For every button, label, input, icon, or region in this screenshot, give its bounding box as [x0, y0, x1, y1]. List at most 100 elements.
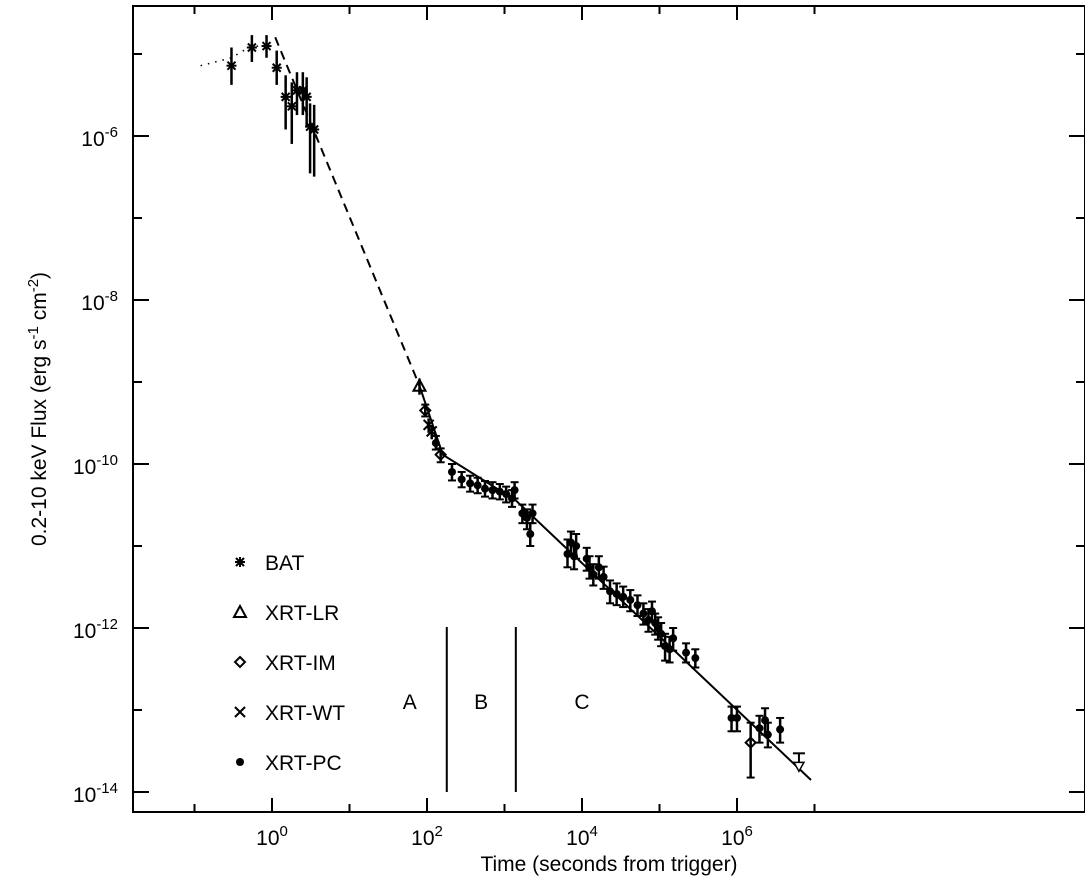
x-axis-label: Time (seconds from trigger) [480, 853, 737, 876]
marker-shape [599, 572, 608, 581]
axis-ticks [133, 6, 1085, 812]
legend-label-bat: BAT [265, 552, 304, 575]
marker-stroke [425, 425, 438, 438]
marker-stroke [422, 419, 435, 431]
marker-shape [639, 609, 648, 618]
regions-layer: A B C [403, 627, 590, 792]
marker-shape [502, 490, 511, 499]
marker-stroke [234, 706, 246, 718]
legend-label-xrt-lr: XRT-LR [265, 602, 339, 625]
marker-shape [526, 530, 535, 539]
marker-shape [744, 736, 758, 750]
axis-tick-labels: 100 102 104 106 10-6 10-8 10-10 10-12 10-14 [73, 124, 753, 850]
plot-frame [132, 5, 1085, 813]
legend-label-xrt-wt: XRT-WT [265, 702, 345, 725]
marker-shape [447, 467, 456, 476]
data-point-xrt-pc [585, 563, 594, 572]
data-point-xrt-pc [599, 572, 608, 581]
data-point-xrt-pc [606, 587, 615, 596]
legend-marker-xrt-wt [234, 706, 246, 718]
marker-shape [594, 563, 603, 572]
marker-stroke [271, 63, 282, 73]
legend-marker-bat [235, 557, 245, 567]
data-point-xrt-pc [669, 634, 678, 643]
data-point-xrt-im [418, 404, 432, 417]
data-point-xrt-pc [522, 513, 531, 522]
data-point-xrt-pc [594, 563, 603, 572]
marker-shape [510, 486, 519, 495]
x-tick-label: 100 [256, 823, 288, 850]
region-label: C [574, 691, 589, 714]
data-point-xrt-pc [763, 730, 772, 739]
data-point-xrt-pc [495, 487, 504, 496]
marker-shape [727, 713, 736, 722]
data-point-xrt-pc [488, 486, 497, 495]
data-point-xrt-pc [626, 595, 635, 604]
marker-shape [669, 634, 678, 643]
marker-shape [589, 570, 598, 579]
data-point-upper-limit [792, 752, 806, 773]
marker-stroke [280, 92, 291, 102]
data-point-xrt-pc [510, 486, 519, 495]
legend: BAT XRT-LR XRT-IM XRT-WT XRT-PC [232, 552, 345, 775]
x-tick-label: 102 [411, 823, 443, 850]
marker-shape [626, 595, 635, 604]
marker-shape [457, 475, 466, 484]
legend-label-xrt-pc: XRT-PC [265, 752, 342, 775]
marker-stroke [235, 557, 245, 567]
marker-shape [418, 404, 432, 417]
legend-marker-xrt-lr [232, 603, 248, 618]
data-point-bat [246, 42, 257, 53]
marker-shape [755, 724, 764, 733]
y-tick-label: 10-8 [81, 288, 118, 315]
marker-shape [763, 730, 772, 739]
data-point-xrt-pc [466, 479, 475, 488]
x-tick-label: 106 [721, 823, 753, 850]
y-tick-label: 10-14 [73, 780, 118, 807]
data-point-bat [271, 62, 282, 73]
legend-marker-xrt-pc [236, 758, 244, 766]
marker-stroke [287, 101, 297, 112]
marker-shape [466, 479, 475, 488]
marker-shape [776, 725, 785, 734]
data-point-xrt-pc [473, 481, 482, 490]
marker-stroke [261, 41, 272, 51]
marker-shape [572, 542, 581, 550]
data-point-xrt-pc [691, 654, 700, 663]
data-point-xrt-pc [572, 542, 581, 550]
x-tick-label: 104 [566, 823, 598, 850]
data-point-bat [226, 60, 237, 71]
marker-shape [232, 603, 248, 618]
marker-shape [619, 592, 628, 601]
data-point-xrt-pc [526, 530, 535, 539]
marker-shape [480, 484, 489, 493]
data-point-xrt-pc [589, 570, 598, 579]
data-point-xrt-pc [502, 490, 511, 499]
data-point-xrt-pc [733, 713, 741, 722]
data-point-xrt-pc [619, 592, 628, 601]
marker-shape [691, 654, 700, 663]
data-point-xrt-im [434, 448, 448, 462]
y-tick-label: 10-10 [73, 452, 118, 479]
marker-shape [236, 758, 244, 766]
marker-shape [792, 761, 806, 773]
y-axis-label: 0.2-10 keV Flux (erg s-1 cm-2) [25, 272, 51, 546]
data-points-layer [226, 35, 806, 779]
marker-stroke [309, 124, 319, 135]
legend-label-xrt-im: XRT-IM [265, 652, 336, 675]
data-point-bat [286, 101, 297, 112]
marker-shape [431, 439, 440, 448]
marker-shape [606, 587, 615, 596]
plot-border [132, 5, 1085, 813]
region-label: B [474, 691, 488, 714]
data-point-bat [301, 91, 312, 102]
marker-shape [528, 509, 537, 518]
data-point-xrt-pc [682, 648, 691, 657]
data-point-xrt-pc [447, 467, 456, 476]
data-point-xrt-im [744, 736, 758, 750]
marker-stroke [247, 42, 257, 53]
data-point-xrt-lr [411, 377, 428, 392]
marker-shape [733, 713, 741, 722]
region-label: A [403, 691, 417, 714]
